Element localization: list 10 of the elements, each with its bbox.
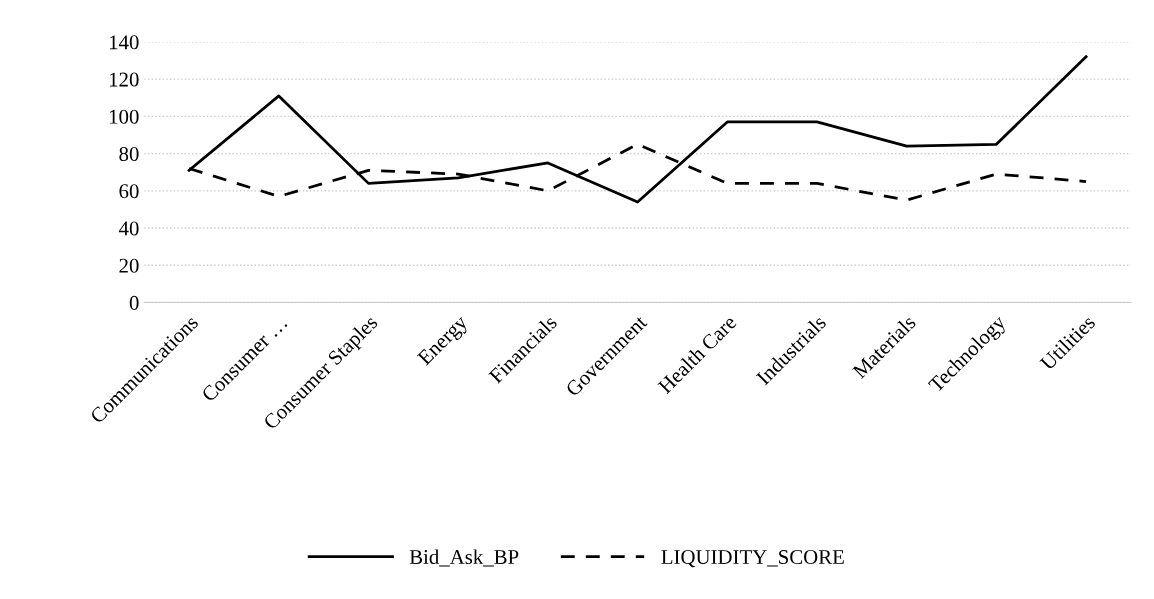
y-tick-label: 140 bbox=[109, 35, 139, 50]
y-tick-label: 100 bbox=[109, 109, 139, 124]
y-tick-label: 20 bbox=[119, 258, 139, 273]
y-tick-label: 40 bbox=[118, 221, 139, 236]
y-tick-label: 120 bbox=[109, 72, 139, 87]
legend-label: LIQUIDITY_SCORE bbox=[661, 550, 844, 568]
y-tick-label: 60 bbox=[119, 184, 139, 199]
legend-label: Bid_Ask_BP bbox=[409, 549, 519, 567]
y-tick-label: 0 bbox=[129, 295, 139, 310]
y-tick-label: 80 bbox=[119, 146, 139, 162]
